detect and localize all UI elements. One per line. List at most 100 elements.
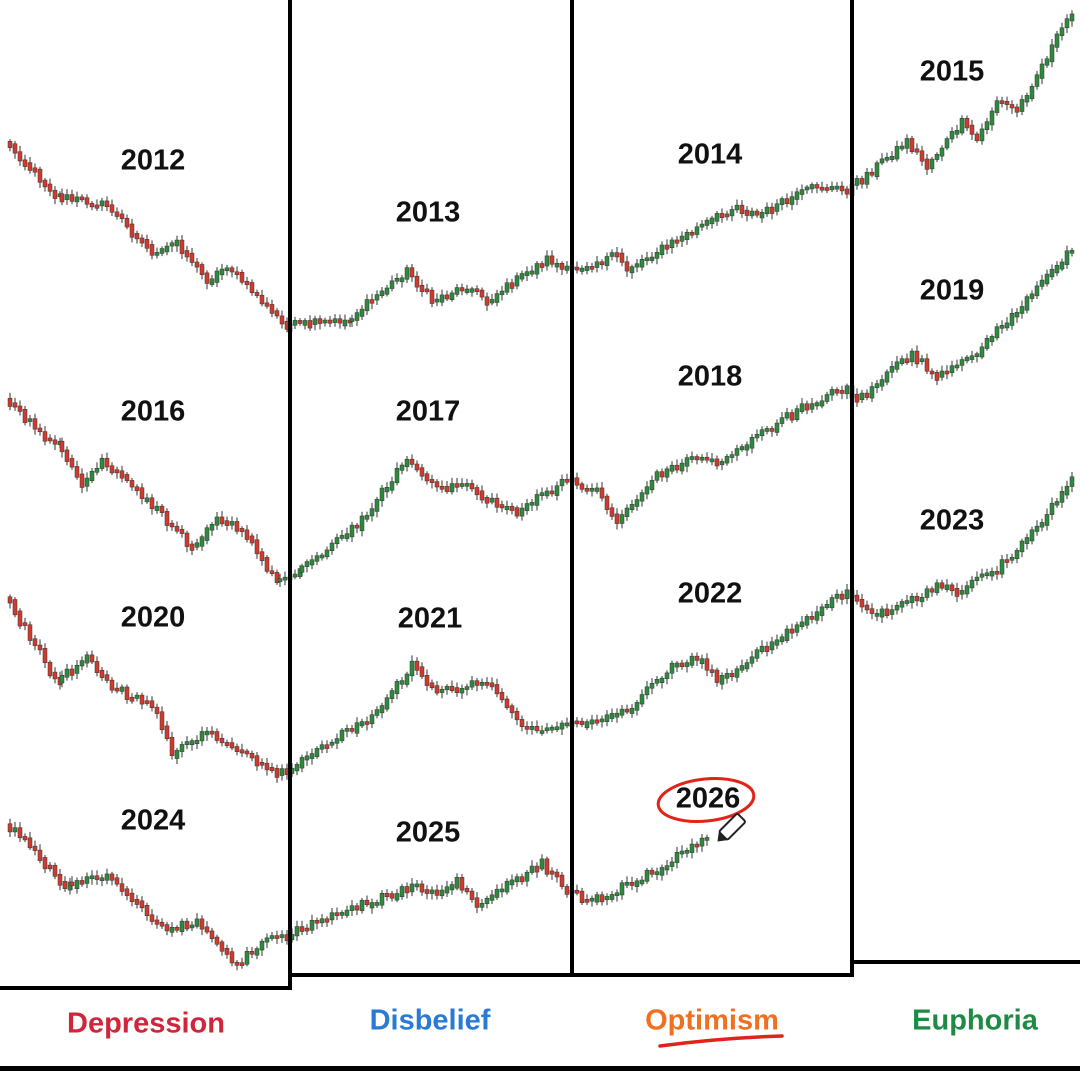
candle (414, 883, 420, 888)
candle (924, 358, 930, 372)
candle (1029, 86, 1035, 100)
candle (429, 289, 435, 304)
candle (719, 461, 725, 466)
candle (42, 179, 48, 188)
candle (354, 905, 360, 911)
candle (314, 748, 320, 757)
candle (779, 198, 785, 205)
candle (309, 753, 315, 759)
candle (494, 497, 500, 508)
candle (324, 744, 330, 749)
candle (139, 487, 145, 499)
candle (959, 359, 965, 366)
candle (109, 873, 115, 881)
candle (32, 638, 38, 646)
candle (639, 259, 645, 268)
candle (79, 473, 85, 488)
candle (104, 200, 110, 208)
candle (309, 559, 315, 566)
candle (27, 624, 33, 641)
candle (554, 726, 560, 731)
candle (294, 764, 300, 772)
candle (719, 213, 725, 218)
candle (449, 884, 455, 891)
candle (234, 521, 240, 532)
candle (299, 565, 305, 573)
candle (194, 542, 200, 548)
candle (234, 746, 240, 752)
year-label: 2024 (121, 805, 186, 837)
candle (989, 336, 995, 343)
candle (619, 514, 625, 524)
candle (944, 584, 950, 590)
candle (169, 737, 175, 756)
candle (399, 680, 405, 685)
candle (99, 200, 105, 207)
candle (574, 477, 580, 486)
candle (904, 358, 910, 364)
candle (144, 239, 150, 249)
candle (1059, 491, 1065, 503)
candle (229, 951, 235, 964)
candle (384, 697, 390, 710)
candle (219, 737, 225, 744)
candle (1014, 312, 1020, 318)
candle (139, 237, 145, 244)
candle (694, 456, 700, 461)
candle (229, 521, 235, 526)
candle (589, 266, 595, 270)
candle (974, 353, 980, 357)
candle (282, 576, 288, 581)
candle (269, 935, 275, 939)
candle (624, 507, 630, 517)
candle (1054, 265, 1060, 274)
candle (149, 914, 155, 922)
candle (869, 171, 875, 176)
candle (1044, 514, 1050, 526)
candle (194, 918, 200, 927)
candle (969, 355, 975, 360)
candle (544, 255, 550, 267)
candle (599, 894, 605, 903)
candle (934, 582, 940, 593)
candle (1064, 250, 1070, 265)
candle (129, 892, 135, 903)
candle (1034, 285, 1040, 297)
candle (369, 508, 375, 517)
candle (209, 930, 215, 940)
candle (394, 467, 400, 484)
candle (959, 117, 965, 134)
candle (259, 940, 265, 951)
candle (909, 350, 915, 363)
candle (529, 865, 535, 873)
candle (234, 271, 240, 276)
candle (119, 470, 125, 479)
candle (589, 897, 595, 902)
candle (784, 412, 790, 419)
candle (27, 418, 33, 422)
candle (134, 694, 140, 699)
candle (659, 867, 665, 876)
candle (729, 209, 735, 217)
candle (549, 490, 555, 495)
candle (1024, 296, 1030, 311)
candle (984, 121, 990, 130)
candle (409, 883, 415, 893)
candle (894, 605, 900, 611)
candle (734, 668, 740, 678)
candle (489, 497, 495, 503)
candle (899, 145, 905, 150)
candle (624, 708, 630, 713)
candle (679, 850, 685, 855)
candle (1024, 95, 1030, 103)
candle (329, 542, 335, 552)
candle (379, 705, 385, 714)
candle (292, 320, 298, 326)
candle (12, 827, 18, 833)
candle (7, 398, 13, 407)
candle (744, 209, 750, 216)
candle (374, 294, 380, 301)
candle (424, 675, 430, 686)
candle (424, 473, 430, 482)
